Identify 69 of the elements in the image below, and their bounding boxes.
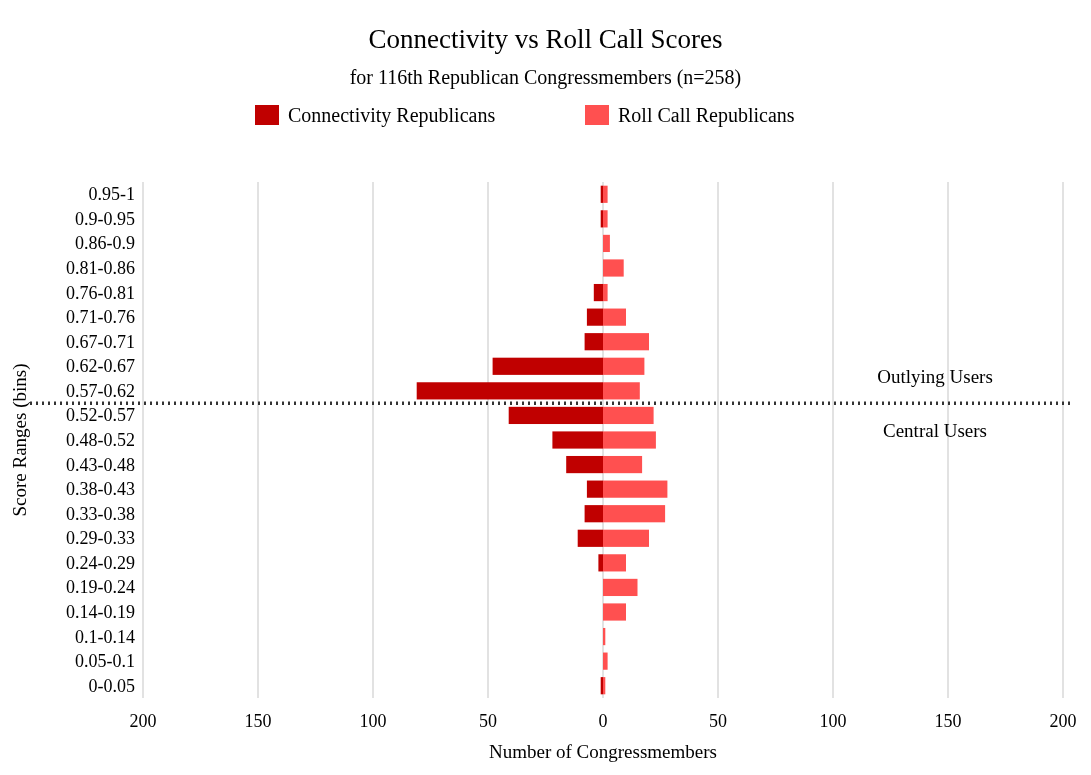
bar bbox=[508, 406, 603, 425]
y-tick-label: 0.76-0.81 bbox=[66, 282, 135, 303]
y-tick-label: 0.24-0.29 bbox=[66, 552, 135, 573]
bar bbox=[603, 185, 608, 203]
bar bbox=[566, 455, 603, 474]
bar bbox=[603, 652, 608, 670]
x-tick-label: 100 bbox=[359, 711, 387, 731]
y-tick-label: 0.9-0.95 bbox=[75, 208, 135, 229]
y-tick-label: 0.81-0.86 bbox=[66, 258, 135, 278]
bar bbox=[416, 382, 603, 400]
bar bbox=[603, 382, 640, 400]
y-tick-label: 0.05-0.1 bbox=[75, 651, 135, 672]
bar bbox=[603, 283, 608, 302]
y-tick-label: 0.52-0.57 bbox=[66, 405, 135, 426]
y-tick-label: 0.14-0.19 bbox=[66, 602, 135, 622]
bar bbox=[584, 505, 603, 523]
bar bbox=[492, 357, 603, 375]
y-axis-title: Score Ranges (bins) bbox=[9, 363, 31, 517]
x-tick-label: 100 bbox=[819, 711, 847, 731]
y-tick-label: 0.57-0.62 bbox=[66, 380, 135, 401]
bar bbox=[586, 308, 603, 326]
legend-label: Roll Call Republicans bbox=[618, 104, 795, 127]
bar bbox=[603, 480, 668, 498]
y-tick-label: 0.48-0.52 bbox=[66, 430, 135, 450]
bar bbox=[603, 603, 626, 621]
bar bbox=[603, 529, 649, 547]
y-tick-label: 0.62-0.67 bbox=[66, 356, 135, 377]
bar bbox=[603, 333, 649, 351]
y-tick-label: 0.86-0.9 bbox=[75, 233, 135, 254]
y-tick-label: 0.33-0.38 bbox=[66, 503, 135, 524]
x-tick-label: 150 bbox=[244, 711, 272, 731]
bar bbox=[603, 431, 656, 449]
bar bbox=[586, 480, 603, 498]
y-tick-label: 0.19-0.24 bbox=[66, 577, 135, 598]
chart-title: Connectivity vs Roll Call Scores bbox=[368, 24, 723, 54]
bar bbox=[603, 554, 626, 572]
bar bbox=[603, 455, 643, 474]
bar bbox=[598, 554, 603, 572]
bar bbox=[577, 529, 603, 547]
y-tick-label: 0.71-0.76 bbox=[66, 307, 135, 328]
x-tick-label: 50 bbox=[479, 711, 497, 731]
y-tick-label: 0.95-1 bbox=[88, 184, 135, 205]
bar bbox=[584, 333, 603, 351]
bar bbox=[603, 234, 610, 253]
bar bbox=[603, 259, 624, 277]
y-tick-label: 0.1-0.14 bbox=[75, 626, 135, 647]
x-tick-label: 200 bbox=[1049, 711, 1077, 731]
x-tick-label: 0 bbox=[598, 711, 608, 731]
bar bbox=[603, 406, 654, 425]
x-axis-title: Number of Congressmembers bbox=[489, 741, 717, 762]
annotation: Central Users bbox=[883, 420, 987, 442]
y-tick-label: 0.38-0.43 bbox=[66, 479, 135, 500]
bar bbox=[603, 357, 645, 375]
bar bbox=[603, 505, 666, 523]
annotation: Outlying Users bbox=[877, 366, 993, 388]
bar bbox=[593, 283, 603, 302]
bar bbox=[603, 308, 626, 326]
y-tick-label: 0-0.05 bbox=[88, 675, 135, 696]
y-tick-label: 0.43-0.48 bbox=[66, 454, 135, 475]
bar bbox=[552, 431, 603, 449]
y-tick-label: 0.67-0.71 bbox=[66, 331, 135, 352]
y-tick-label: 0.29-0.33 bbox=[66, 528, 135, 549]
legend-label: Connectivity Republicans bbox=[288, 104, 496, 127]
bar bbox=[603, 210, 608, 228]
chart-subtitle: for 116th Republican Congressmembers (n=258) bbox=[349, 66, 742, 89]
x-tick-label: 50 bbox=[709, 711, 727, 731]
x-tick-label: 150 bbox=[934, 711, 962, 731]
x-tick-label: 200 bbox=[129, 711, 157, 731]
bar bbox=[603, 578, 638, 597]
